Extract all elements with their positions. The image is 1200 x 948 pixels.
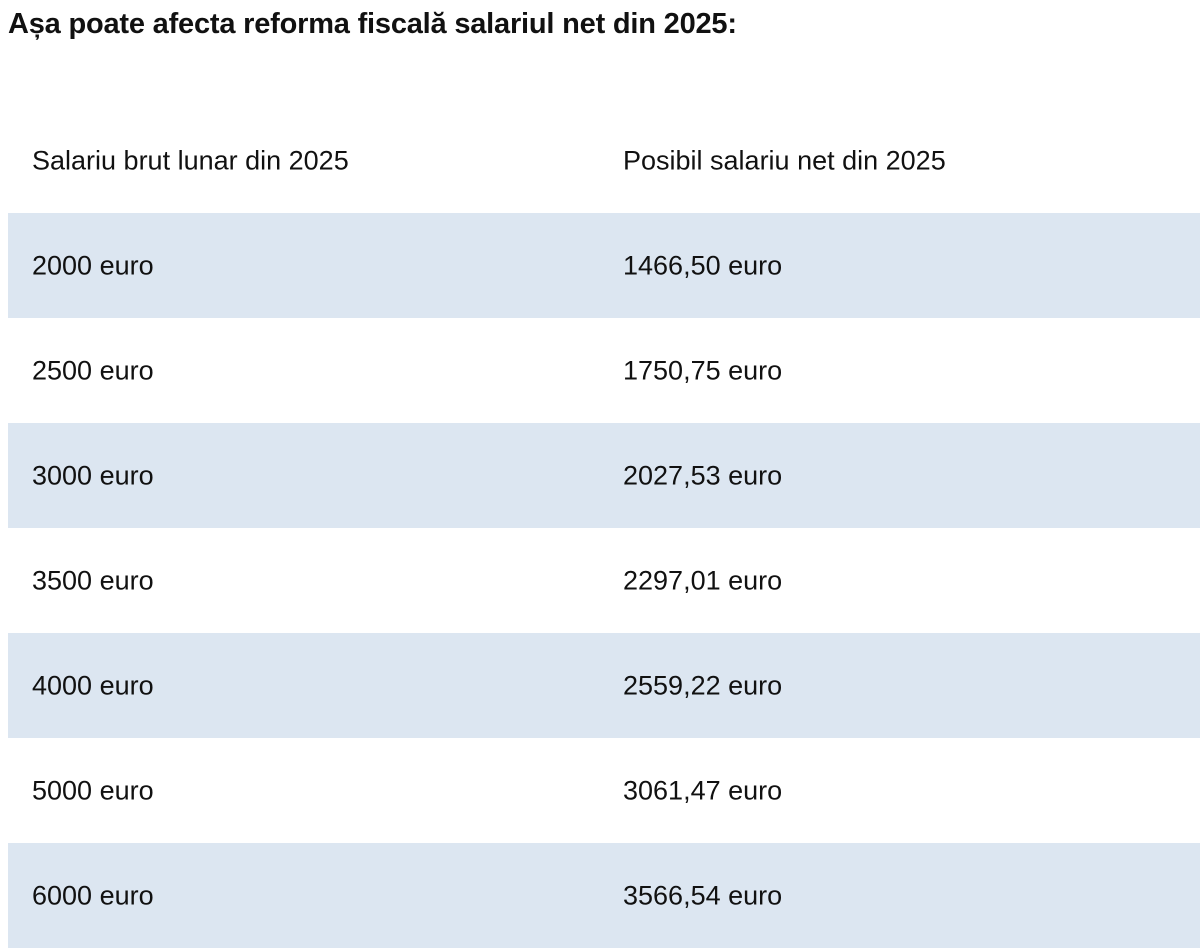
net-salary-cell: 2027,53 euro xyxy=(623,460,783,490)
page-title: Așa poate afecta reforma fiscală salariu… xyxy=(8,8,737,40)
net-salary-cell: 1466,50 euro xyxy=(623,250,783,280)
gross-salary-cell: 2000 euro xyxy=(32,250,154,280)
table-row: 6000 euro 3566,54 euro xyxy=(8,843,1200,948)
net-salary-cell: 1750,75 euro xyxy=(623,355,783,385)
gross-salary-cell: 3000 euro xyxy=(32,460,154,490)
table-header-row: Salariu brut lunar din 2025 Posibil sala… xyxy=(8,108,1200,213)
column-header-net: Posibil salariu net din 2025 xyxy=(623,145,946,175)
net-salary-cell: 3566,54 euro xyxy=(623,880,783,910)
table-row: 2000 euro 1466,50 euro xyxy=(8,213,1200,318)
net-salary-cell: 3061,47 euro xyxy=(623,775,783,805)
column-header-gross: Salariu brut lunar din 2025 xyxy=(32,145,349,175)
table-row: 4000 euro 2559,22 euro xyxy=(8,633,1200,738)
gross-salary-cell: 5000 euro xyxy=(32,775,154,805)
salary-table: Salariu brut lunar din 2025 Posibil sala… xyxy=(8,108,1200,948)
table-row: 3500 euro 2297,01 euro xyxy=(8,528,1200,633)
table-row: 2500 euro 1750,75 euro xyxy=(8,318,1200,423)
table-row: 3000 euro 2027,53 euro xyxy=(8,423,1200,528)
net-salary-cell: 2559,22 euro xyxy=(623,670,783,700)
gross-salary-cell: 6000 euro xyxy=(32,880,154,910)
table-row: 5000 euro 3061,47 euro xyxy=(8,738,1200,843)
gross-salary-cell: 3500 euro xyxy=(32,565,154,595)
gross-salary-cell: 4000 euro xyxy=(32,670,154,700)
net-salary-cell: 2297,01 euro xyxy=(623,565,783,595)
gross-salary-cell: 2500 euro xyxy=(32,355,154,385)
